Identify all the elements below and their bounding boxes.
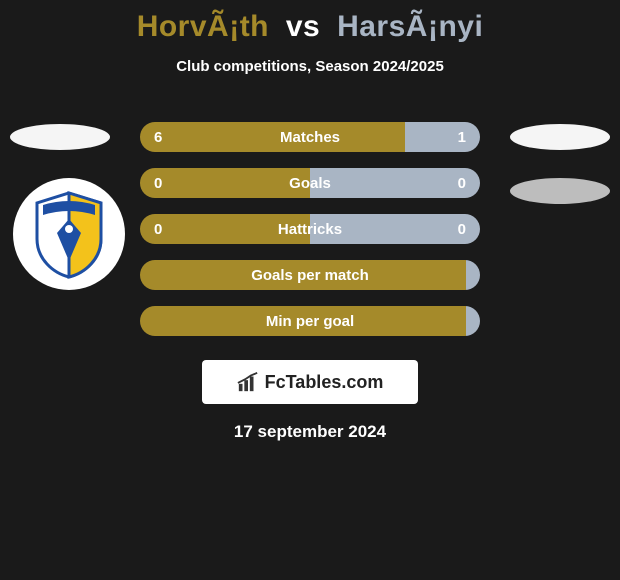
stat-left-value	[140, 260, 466, 290]
stat-right-value: 0	[310, 214, 480, 244]
stat-bar: Goals per match	[140, 260, 480, 290]
shield-icon	[29, 189, 109, 279]
brand-box: FcTables.com	[202, 360, 418, 404]
player2-marker-icon	[510, 124, 610, 150]
title-player1: HorvÃ¡th	[137, 10, 269, 43]
card: HorvÃ¡th vs HarsÃ¡nyi Club competitions,…	[0, 0, 620, 580]
stat-right-value: 1	[405, 122, 480, 152]
stat-bar: Min per goal	[140, 306, 480, 336]
page-title: HorvÃ¡th vs HarsÃ¡nyi	[0, 0, 620, 44]
stat-left-value	[140, 306, 466, 336]
stat-bar: 61Matches	[140, 122, 480, 152]
stat-right-value: 0	[310, 168, 480, 198]
club-badge-icon	[13, 178, 125, 290]
stat-left-value: 0	[140, 168, 310, 198]
player1-marker-icon	[10, 124, 110, 150]
stat-right-value	[466, 306, 480, 336]
bar-chart-icon	[237, 371, 259, 393]
subtitle: Club competitions, Season 2024/2025	[0, 58, 620, 75]
stat-right-value	[466, 260, 480, 290]
comparison-bars: 61Matches 00Goals 00Hattricks Goals per mat…	[140, 122, 480, 352]
brand-text: FcTables.com	[265, 372, 384, 393]
title-player2: HarsÃ¡nyi	[337, 10, 483, 43]
stat-left-value: 6	[140, 122, 405, 152]
player2-marker-dim-icon	[510, 178, 610, 204]
stat-bar: 00Goals	[140, 168, 480, 198]
date-text: 17 september 2024	[0, 422, 620, 442]
title-vs: vs	[286, 10, 320, 43]
stat-bar: 00Hattricks	[140, 214, 480, 244]
stat-left-value: 0	[140, 214, 310, 244]
